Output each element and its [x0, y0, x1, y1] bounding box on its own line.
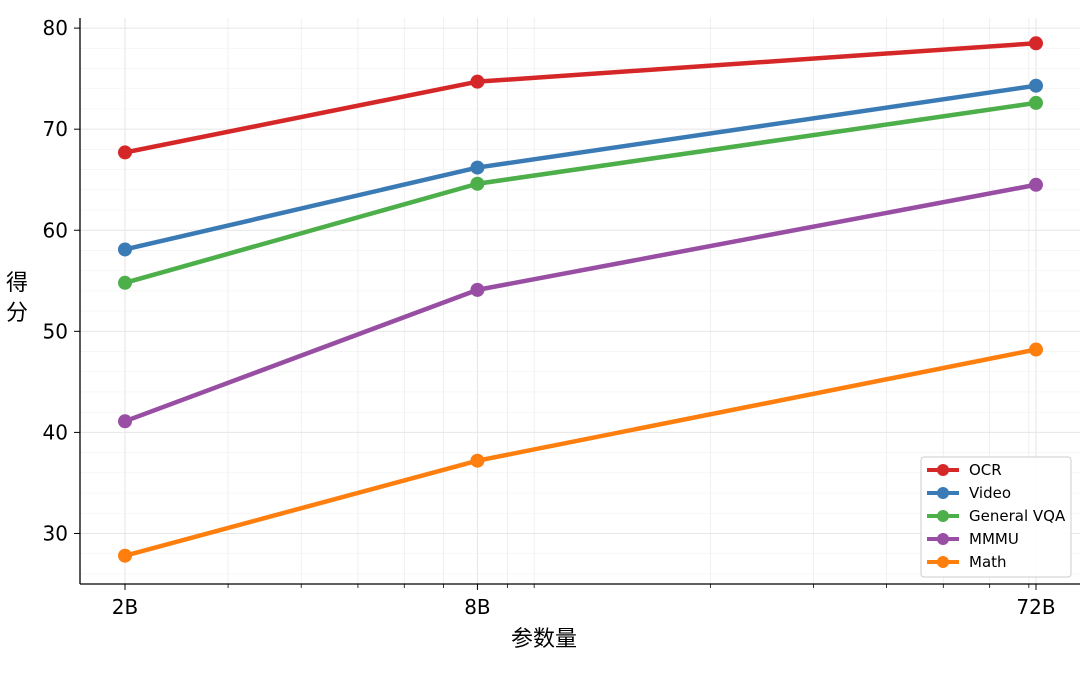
data-point	[118, 414, 132, 429]
legend-marker	[937, 556, 949, 568]
legend-label: General VQA	[969, 507, 1066, 525]
legend-box	[920, 456, 1072, 578]
legend-item: Video	[927, 484, 1011, 502]
legend-label: OCR	[969, 461, 1002, 479]
y-tick-label: 80	[43, 16, 68, 40]
legend-label: Math	[969, 553, 1007, 571]
data-point	[470, 74, 485, 89]
legend-label: MMMU	[969, 530, 1019, 548]
tick-labels: 30 40 50 60 70 80 2B 8B 72B	[43, 16, 1056, 619]
y-axis-label-char: 分	[6, 301, 28, 326]
data-point	[1029, 36, 1043, 51]
legend-item: OCR	[927, 461, 1002, 479]
series-mmmu	[118, 177, 1043, 429]
x-axis-label: 参数量	[511, 627, 577, 652]
data-point	[470, 453, 485, 468]
legend-item: Math	[927, 553, 1007, 571]
series-group	[118, 36, 1043, 563]
data-point	[470, 176, 485, 191]
data-point	[470, 160, 485, 175]
series-line	[122, 41, 1039, 155]
y-axis-label-char: 得	[6, 271, 28, 296]
y-tick-label: 70	[43, 117, 68, 141]
legend-marker	[937, 510, 949, 522]
legend-marker	[937, 533, 949, 545]
series-line	[122, 182, 1039, 424]
series-line	[122, 100, 1039, 286]
data-point	[1029, 95, 1043, 110]
legend-item: General VQA	[927, 507, 1066, 525]
data-point	[118, 145, 132, 160]
legend-marker	[937, 487, 949, 499]
legend-marker	[937, 464, 949, 476]
y-tick-label: 30	[43, 521, 68, 545]
y-axis-label: 得分	[6, 271, 28, 326]
y-tick-label: 40	[43, 420, 68, 444]
series-math	[118, 342, 1043, 563]
series-ocr	[118, 36, 1043, 160]
y-tick-label: 50	[43, 319, 68, 343]
data-point	[118, 242, 132, 257]
legend-item: MMMU	[927, 530, 1019, 548]
data-point	[1029, 78, 1043, 93]
x-tick-label: 8B	[464, 595, 490, 619]
y-tick-label: 60	[43, 218, 68, 242]
series-general-vqa	[118, 95, 1043, 290]
legend: OCR Video General VQA MMMU Math	[920, 456, 1072, 578]
x-tick-label: 72B	[1016, 595, 1055, 619]
series-video	[118, 78, 1043, 257]
data-point	[470, 282, 485, 297]
data-point	[118, 548, 132, 563]
data-point	[1029, 342, 1043, 357]
data-point	[1029, 177, 1043, 192]
data-point	[118, 275, 132, 290]
legend-label: Video	[969, 484, 1011, 502]
axes	[74, 18, 1080, 590]
x-tick-label: 2B	[112, 595, 138, 619]
